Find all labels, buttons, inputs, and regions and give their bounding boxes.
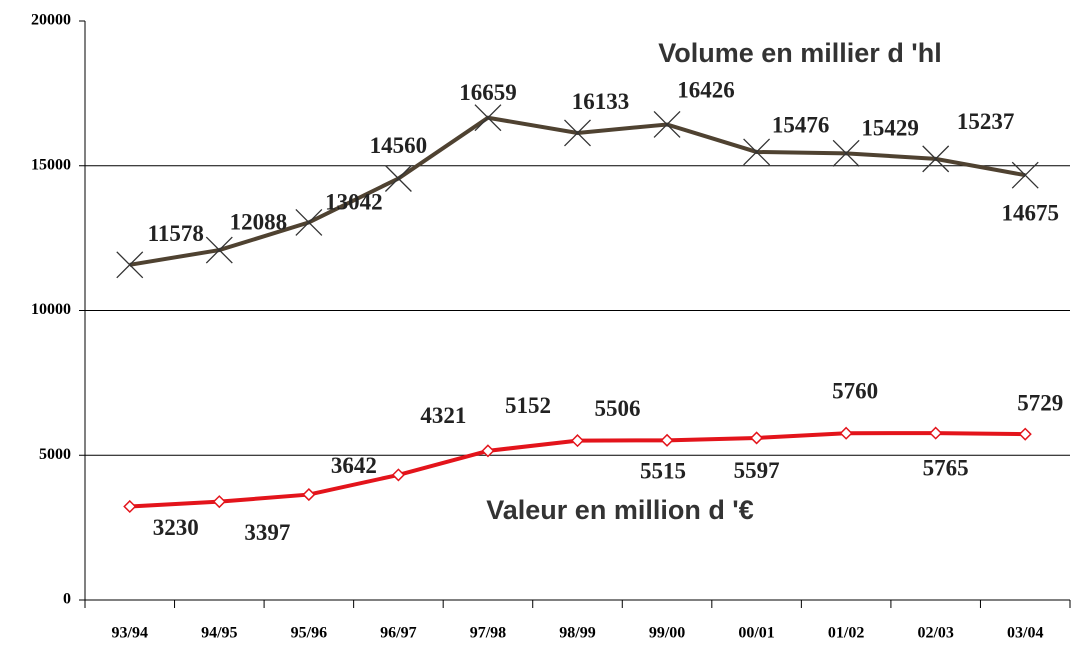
data-label: 5760	[832, 379, 878, 404]
y-tick-label: 5000	[39, 446, 71, 463]
marker	[474, 104, 502, 132]
data-label: 5515	[640, 459, 686, 484]
x-tick-label: 97/98	[470, 625, 506, 642]
marker	[1011, 161, 1039, 189]
data-label: 3230	[153, 515, 199, 540]
y-tick-label: 20000	[31, 12, 71, 29]
data-label: 11578	[148, 221, 204, 246]
marker	[481, 444, 495, 458]
y-tick-label: 15000	[31, 156, 71, 173]
marker	[564, 119, 591, 147]
data-label: 16659	[459, 80, 517, 105]
x-tick-label: 03/04	[1007, 625, 1043, 642]
x-tick-label: 98/99	[559, 625, 595, 642]
marker	[570, 434, 585, 448]
marker	[391, 468, 405, 482]
data-label: 5152	[505, 393, 551, 418]
marker	[205, 236, 233, 264]
x-tick-label: 96/97	[380, 625, 416, 642]
data-label: 3397	[244, 520, 290, 545]
y-tick-label: 0	[63, 591, 71, 608]
data-label: 5506	[595, 396, 641, 421]
x-tick-label: 01/02	[828, 625, 864, 642]
data-label: 13042	[325, 190, 383, 215]
series-label: Volume en millier d 'hl	[658, 38, 941, 68]
series-label: Valeur en million d '€	[486, 495, 754, 525]
x-tick-label: 93/94	[112, 625, 148, 642]
marker	[1018, 427, 1032, 441]
data-label: 5597	[734, 458, 780, 483]
x-tick-label: 00/01	[738, 625, 774, 642]
data-label: 5765	[923, 455, 969, 480]
data-label: 15237	[957, 109, 1015, 134]
x-tick-label: 95/96	[291, 625, 327, 642]
marker	[929, 426, 943, 440]
marker	[116, 251, 144, 279]
marker	[839, 426, 853, 440]
marker	[384, 165, 412, 192]
marker	[832, 139, 860, 167]
data-label: 16133	[572, 89, 630, 114]
marker	[660, 433, 674, 447]
data-label: 15476	[772, 112, 830, 137]
marker	[653, 111, 681, 138]
marker	[743, 138, 771, 166]
x-tick-label: 94/95	[201, 625, 237, 642]
data-label: 4321	[420, 403, 466, 428]
data-label: 15429	[861, 116, 919, 141]
y-tick-label: 10000	[31, 301, 71, 318]
data-label: 3642	[331, 453, 377, 478]
data-label: 14560	[370, 133, 428, 158]
x-tick-label: 99/00	[649, 625, 685, 642]
data-label: 5729	[1017, 390, 1063, 415]
x-tick-label: 02/03	[917, 625, 953, 642]
marker	[302, 488, 316, 502]
data-label: 12088	[230, 209, 288, 234]
marker	[750, 431, 764, 445]
data-label: 16426	[677, 78, 735, 103]
marker	[922, 145, 950, 173]
marker	[123, 499, 137, 514]
marker	[295, 208, 323, 236]
marker	[212, 495, 226, 509]
data-label: 14675	[1001, 200, 1059, 225]
